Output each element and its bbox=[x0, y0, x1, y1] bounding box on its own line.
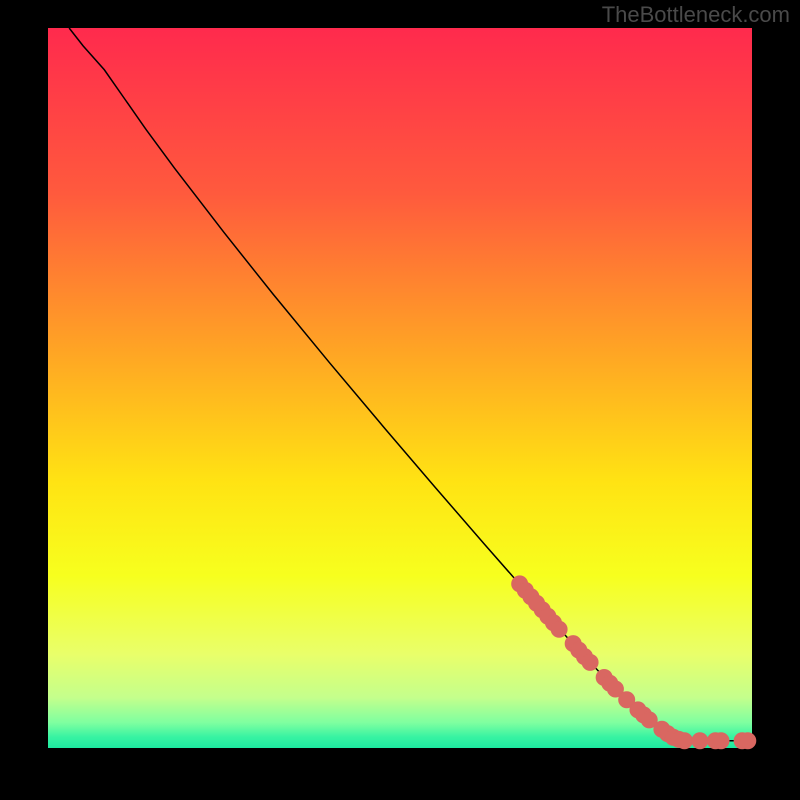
marker-point bbox=[551, 621, 567, 637]
marker-point bbox=[713, 733, 729, 749]
marker-point bbox=[582, 654, 598, 670]
marker-point bbox=[740, 733, 756, 749]
marker-point bbox=[676, 733, 692, 749]
watermark-text: TheBottleneck.com bbox=[602, 2, 790, 28]
marker-series bbox=[48, 28, 752, 748]
marker-point bbox=[692, 733, 708, 749]
chart-stage: { "watermark": { "text": "TheBottleneck.… bbox=[0, 0, 800, 800]
plot-area bbox=[48, 28, 752, 748]
